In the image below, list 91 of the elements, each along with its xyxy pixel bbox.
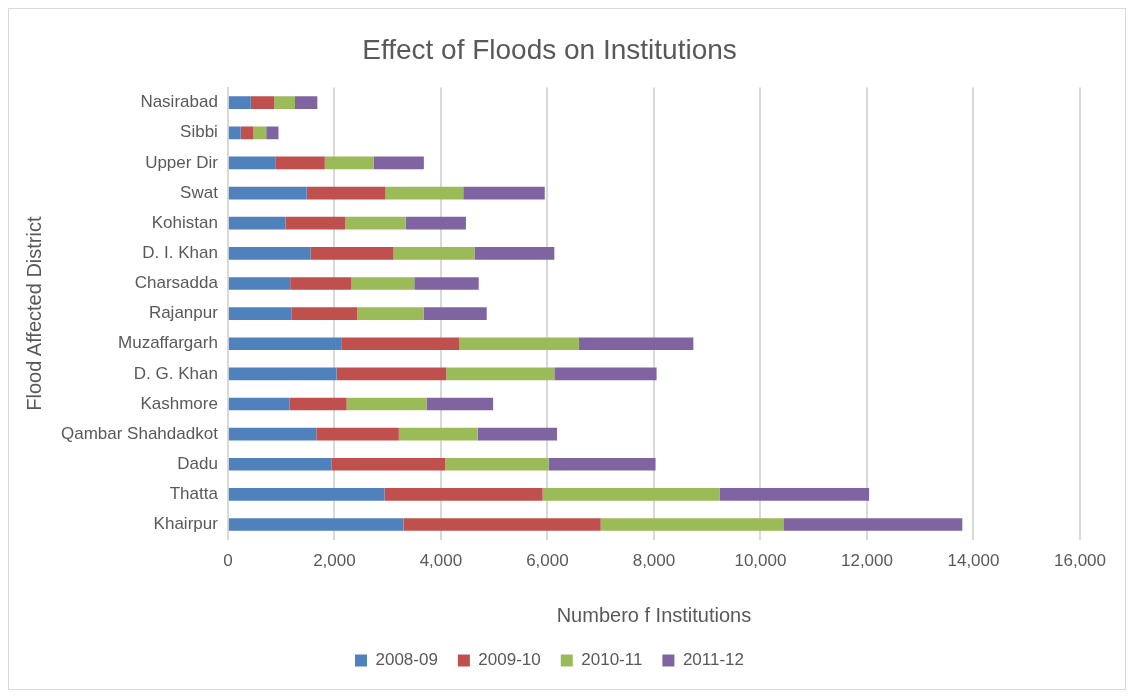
bar bbox=[345, 216, 406, 230]
y-tick-label: Thatta bbox=[169, 484, 219, 504]
bar bbox=[719, 488, 870, 501]
legend-label: 2008-09 bbox=[375, 650, 438, 670]
bar bbox=[477, 427, 558, 441]
bar bbox=[385, 186, 464, 200]
bar bbox=[554, 367, 657, 381]
bar bbox=[228, 427, 317, 441]
y-tick-label: Muzaffargarh bbox=[118, 333, 218, 353]
y-tick-label: Khairpur bbox=[153, 514, 219, 534]
bar bbox=[336, 367, 447, 381]
bar bbox=[274, 96, 295, 109]
bar bbox=[228, 307, 292, 320]
y-tick-label: Rajanpur bbox=[148, 303, 219, 323]
bar bbox=[548, 457, 656, 471]
x-tick-label: 6,000 bbox=[526, 551, 569, 571]
bar bbox=[426, 397, 494, 411]
bar bbox=[405, 216, 466, 230]
bar bbox=[285, 216, 346, 230]
bar bbox=[384, 488, 543, 501]
chart-title: Effect of Floods on Institutions bbox=[362, 33, 737, 65]
x-tick-label: 4,000 bbox=[419, 551, 463, 571]
bar bbox=[578, 337, 694, 351]
bar bbox=[423, 307, 487, 320]
bar bbox=[474, 247, 555, 260]
bar bbox=[228, 397, 290, 411]
bar bbox=[351, 277, 415, 290]
bar bbox=[294, 96, 318, 109]
bar bbox=[240, 126, 254, 140]
y-tick-label: Charsadda bbox=[134, 273, 219, 293]
bar bbox=[783, 518, 963, 531]
bar bbox=[373, 156, 424, 170]
bar bbox=[331, 457, 446, 471]
bar bbox=[228, 186, 307, 200]
y-tick-label: Kashmore bbox=[140, 393, 218, 413]
legend-label: 2010-11 bbox=[581, 650, 643, 670]
x-tick-label: 10,000 bbox=[734, 551, 787, 571]
legend-label: 2009-10 bbox=[478, 650, 541, 670]
legend-label: 2011-12 bbox=[682, 650, 745, 670]
x-tick-label: 12,000 bbox=[840, 551, 893, 571]
y-tick-label: Kohistan bbox=[151, 212, 218, 232]
bar bbox=[600, 518, 784, 531]
y-tick-label: Swat bbox=[180, 182, 219, 202]
x-tick-label: 8,000 bbox=[632, 551, 676, 571]
bar bbox=[316, 427, 399, 441]
bar bbox=[228, 337, 342, 351]
y-tick-label: D. G. Khan bbox=[133, 363, 218, 383]
bar bbox=[228, 247, 311, 260]
bar bbox=[228, 277, 291, 290]
bar bbox=[289, 397, 347, 411]
bar bbox=[306, 186, 386, 200]
x-tick-label: 14,000 bbox=[947, 551, 1000, 571]
bar bbox=[324, 156, 374, 170]
x-tick-label: 0 bbox=[223, 551, 233, 571]
y-axis-title: Flood Affected District bbox=[22, 216, 45, 411]
bar bbox=[253, 126, 267, 140]
bar bbox=[403, 518, 601, 531]
y-tick-label: D. I. Khan bbox=[142, 243, 218, 263]
bar bbox=[291, 307, 358, 320]
x-tick-label: 2,000 bbox=[313, 551, 356, 571]
bar bbox=[346, 397, 427, 411]
bar bbox=[228, 367, 337, 381]
y-tick-label: Upper Dir bbox=[145, 152, 219, 172]
bar bbox=[290, 277, 352, 290]
bar bbox=[445, 457, 549, 471]
bar bbox=[459, 337, 579, 351]
bar bbox=[310, 247, 394, 260]
x-axis-title: Numbero f Institutions bbox=[556, 603, 752, 626]
bar bbox=[446, 367, 555, 381]
y-tick-label: Sibbi bbox=[180, 122, 218, 142]
bar bbox=[398, 427, 478, 441]
bar bbox=[228, 488, 385, 501]
bar bbox=[341, 337, 460, 351]
bar bbox=[228, 518, 404, 531]
bar bbox=[250, 96, 275, 109]
bar bbox=[228, 216, 286, 230]
bar bbox=[275, 156, 325, 170]
bar bbox=[414, 277, 479, 290]
bar bbox=[463, 186, 545, 200]
bar bbox=[228, 457, 332, 471]
bar bbox=[228, 126, 241, 140]
x-tick-label: 16,000 bbox=[1054, 551, 1106, 571]
y-tick-label: Dadu bbox=[177, 453, 218, 473]
bar bbox=[542, 488, 720, 501]
bar bbox=[393, 247, 475, 260]
y-tick-label: Qambar Shahdadkot bbox=[60, 423, 219, 443]
bar bbox=[357, 307, 424, 320]
bar bbox=[228, 156, 276, 170]
y-tick-label: Nasirabad bbox=[140, 92, 218, 112]
bar bbox=[266, 126, 279, 140]
bar bbox=[228, 96, 251, 109]
